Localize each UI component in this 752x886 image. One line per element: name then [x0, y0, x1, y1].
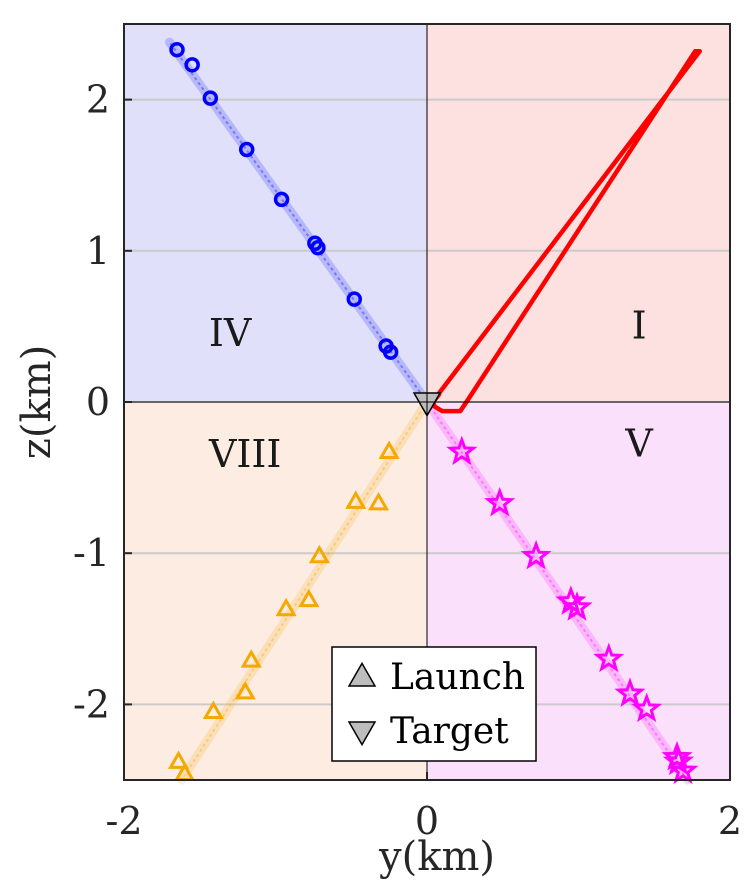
- region-labels: I IV V VIII: [208, 303, 653, 476]
- circle-marker: [202, 90, 219, 106]
- series-layer: [164, 37, 702, 785]
- tick-labels: -2 0 2 -2 -1 0 1 2: [73, 78, 742, 843]
- region-iv: [124, 24, 427, 402]
- star-marker: [520, 539, 552, 570]
- trajectory-line: [426, 401, 689, 781]
- y-tick-label: -1: [73, 531, 110, 575]
- region-label-i: I: [632, 303, 647, 347]
- circle-marker: [273, 191, 290, 208]
- triangle-marker: [275, 597, 297, 617]
- x-tick-label: -2: [105, 799, 142, 843]
- series-2: [167, 397, 432, 785]
- star-marker: [484, 486, 516, 517]
- triangle-marker: [298, 588, 320, 608]
- star-marker: [614, 677, 646, 708]
- region-label-iv: IV: [209, 311, 252, 355]
- quadrant-regions: [124, 24, 730, 780]
- legend-target-label: Target: [390, 711, 509, 752]
- series-0: [164, 37, 432, 407]
- x-tick-label: 2: [718, 799, 742, 843]
- y-tick-label: 0: [86, 380, 110, 424]
- triangle-marker: [378, 440, 400, 459]
- triangle-marker: [345, 490, 367, 509]
- region-label-viii: VIII: [208, 432, 281, 476]
- y-tick-label: 1: [86, 229, 110, 273]
- legend: Launch Target: [331, 646, 537, 762]
- circle-marker: [346, 291, 363, 307]
- triangle-marker: [367, 491, 390, 511]
- triangle-marker: [308, 544, 331, 564]
- legend-launch-label: Launch: [390, 657, 525, 698]
- target-triangle-icon: [347, 721, 377, 747]
- circle-marker: [310, 240, 326, 256]
- star-marker: [593, 642, 625, 673]
- circle-marker: [238, 141, 255, 158]
- x-axis-label: y(km): [378, 834, 495, 880]
- star-marker: [561, 591, 593, 621]
- circle-marker: [184, 57, 200, 73]
- star-marker: [661, 740, 693, 771]
- circle-marker: [169, 41, 185, 58]
- y-axis-label: z(km): [14, 345, 60, 459]
- launch-triangle-icon: [347, 661, 377, 687]
- triangle-marker: [167, 750, 190, 769]
- legend-box: [331, 646, 537, 762]
- series-1: [422, 397, 699, 785]
- star-marker: [667, 754, 699, 785]
- region-label-v: V: [624, 421, 653, 465]
- y-tick-label: 2: [86, 78, 110, 122]
- circle-marker: [382, 344, 399, 360]
- y-tick-label: -2: [73, 682, 110, 726]
- triangle-marker: [240, 649, 262, 668]
- star-marker: [631, 692, 663, 723]
- star-marker: [446, 435, 478, 466]
- triangle-marker: [234, 680, 256, 700]
- triangle-marker: [202, 700, 224, 720]
- x-tick-label: 0: [415, 799, 439, 843]
